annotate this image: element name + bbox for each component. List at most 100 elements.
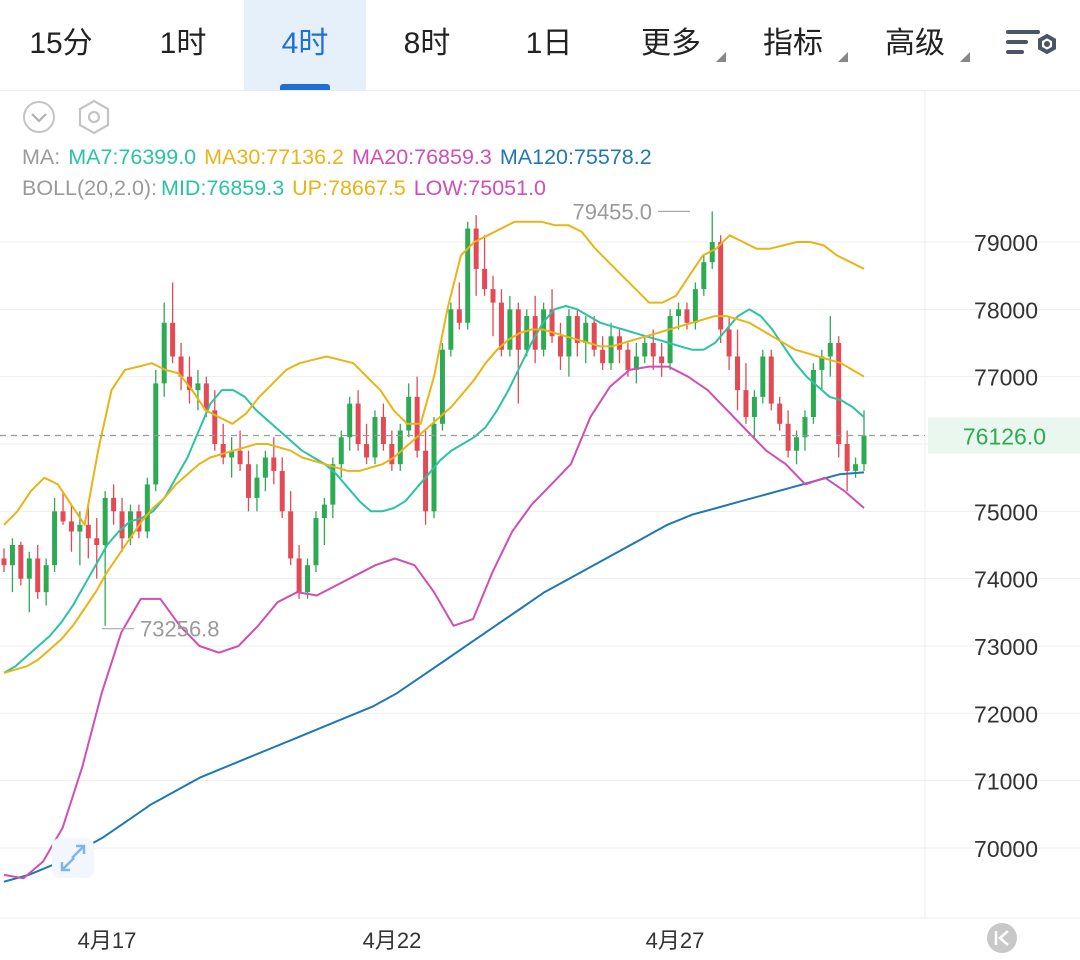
candle-body[interactable] <box>810 369 816 418</box>
candle-body[interactable] <box>515 309 521 350</box>
candle-body[interactable] <box>111 497 117 512</box>
candle-body[interactable] <box>9 545 15 566</box>
candle-body[interactable] <box>726 329 732 357</box>
candle-body[interactable] <box>633 356 639 370</box>
candle-body[interactable] <box>321 504 327 519</box>
candle-body[interactable] <box>692 289 698 323</box>
candle-body[interactable] <box>389 444 395 465</box>
candle-body[interactable] <box>254 477 260 498</box>
candle-body[interactable] <box>844 444 850 471</box>
candle-body[interactable] <box>718 242 724 330</box>
candle-body[interactable] <box>347 403 353 438</box>
candle-body[interactable] <box>119 511 125 539</box>
tab-7[interactable]: 高级 <box>854 0 976 90</box>
candle-body[interactable] <box>338 437 344 465</box>
candle-body[interactable] <box>507 309 513 350</box>
candle-body[interactable] <box>313 518 319 566</box>
double-chevron-left-icon[interactable] <box>987 923 1017 953</box>
tab-2[interactable]: 4时 <box>244 0 366 90</box>
candle-body[interactable] <box>802 417 808 438</box>
candle-body[interactable] <box>136 511 142 532</box>
candle-body[interactable] <box>490 289 496 303</box>
candle-body[interactable] <box>768 356 774 404</box>
candle-body[interactable] <box>364 444 370 458</box>
candle-body[interactable] <box>18 545 24 579</box>
candle-body[interactable] <box>785 423 791 451</box>
candle-body[interactable] <box>667 316 673 364</box>
candle-body[interactable] <box>35 558 41 593</box>
candle-body[interactable] <box>642 343 648 357</box>
candle-body[interactable] <box>203 383 209 411</box>
candle-body[interactable] <box>178 356 184 377</box>
candle-body[interactable] <box>760 356 766 397</box>
chevron-down-circle-icon[interactable] <box>22 100 56 139</box>
candle-body[interactable] <box>127 511 133 539</box>
candle-body[interactable] <box>60 511 66 522</box>
candle-body[interactable] <box>288 511 294 559</box>
candle-body[interactable] <box>153 383 159 485</box>
hexagon-gear-icon[interactable] <box>76 99 112 140</box>
candle-body[interactable] <box>237 450 243 465</box>
tab-3[interactable]: 8时 <box>366 0 488 90</box>
expand-arrows-icon[interactable] <box>52 838 94 878</box>
candle-body[interactable] <box>473 228 479 269</box>
candle-body[interactable] <box>583 322 589 343</box>
candle-body[interactable] <box>735 356 741 391</box>
candle-body[interactable] <box>94 538 100 545</box>
candle-body[interactable] <box>26 558 32 579</box>
candlestick-chart[interactable]: 7000071000720007300074000750007600077000… <box>0 90 1080 960</box>
candle-body[interactable] <box>659 356 665 364</box>
candle-body[interactable] <box>305 565 311 593</box>
candle-body[interactable] <box>423 450 429 512</box>
candle-body[interactable] <box>827 343 833 357</box>
tab-4[interactable]: 1日 <box>488 0 610 90</box>
candle-body[interactable] <box>701 262 707 290</box>
candle-body[interactable] <box>853 464 859 471</box>
candle-body[interactable] <box>861 435 867 465</box>
candle-body[interactable] <box>161 322 167 384</box>
candle-body[interactable] <box>574 316 580 343</box>
candle-body[interactable] <box>524 316 530 350</box>
candle-body[interactable] <box>296 558 302 593</box>
candle-body[interactable] <box>625 349 631 370</box>
candle-body[interactable] <box>372 417 378 458</box>
candle-body[interactable] <box>195 383 201 391</box>
candle-body[interactable] <box>330 464 336 505</box>
candle-body[interactable] <box>608 336 614 364</box>
candle-body[interactable] <box>68 521 74 532</box>
candle-body[interactable] <box>819 356 825 370</box>
tab-1[interactable]: 1时 <box>122 0 244 90</box>
candle-body[interactable] <box>456 309 462 323</box>
candle-body[interactable] <box>684 309 690 323</box>
candle-body[interactable] <box>397 430 403 465</box>
candle-body[interactable] <box>170 322 176 357</box>
candle-body[interactable] <box>1 558 7 566</box>
candle-body[interactable] <box>246 464 252 498</box>
candle-body[interactable] <box>229 450 235 458</box>
candle-body[interactable] <box>794 437 800 451</box>
candle-body[interactable] <box>52 511 58 566</box>
candle-body[interactable] <box>600 349 606 364</box>
candle-body[interactable] <box>380 417 386 444</box>
candle-body[interactable] <box>355 403 361 444</box>
candle-body[interactable] <box>271 457 277 471</box>
candle-body[interactable] <box>465 228 471 323</box>
candle-body[interactable] <box>557 336 563 357</box>
candle-body[interactable] <box>279 470 285 512</box>
candle-body[interactable] <box>448 309 454 350</box>
candle-body[interactable] <box>144 484 150 532</box>
candle-body[interactable] <box>406 396 412 431</box>
candle-body[interactable] <box>836 343 842 444</box>
candle-body[interactable] <box>482 268 488 290</box>
candle-body[interactable] <box>777 403 783 424</box>
tab-5[interactable]: 更多 <box>610 0 732 90</box>
candle-body[interactable] <box>676 309 682 317</box>
candle-body[interactable] <box>549 309 555 337</box>
candle-body[interactable] <box>709 242 715 263</box>
candle-body[interactable] <box>751 396 757 418</box>
candle-body[interactable] <box>650 343 656 357</box>
tab-0[interactable]: 15分 <box>0 0 122 90</box>
candle-body[interactable] <box>43 565 49 593</box>
settings-sliders-icon[interactable] <box>1000 18 1060 70</box>
tab-6[interactable]: 指标 <box>732 0 854 90</box>
